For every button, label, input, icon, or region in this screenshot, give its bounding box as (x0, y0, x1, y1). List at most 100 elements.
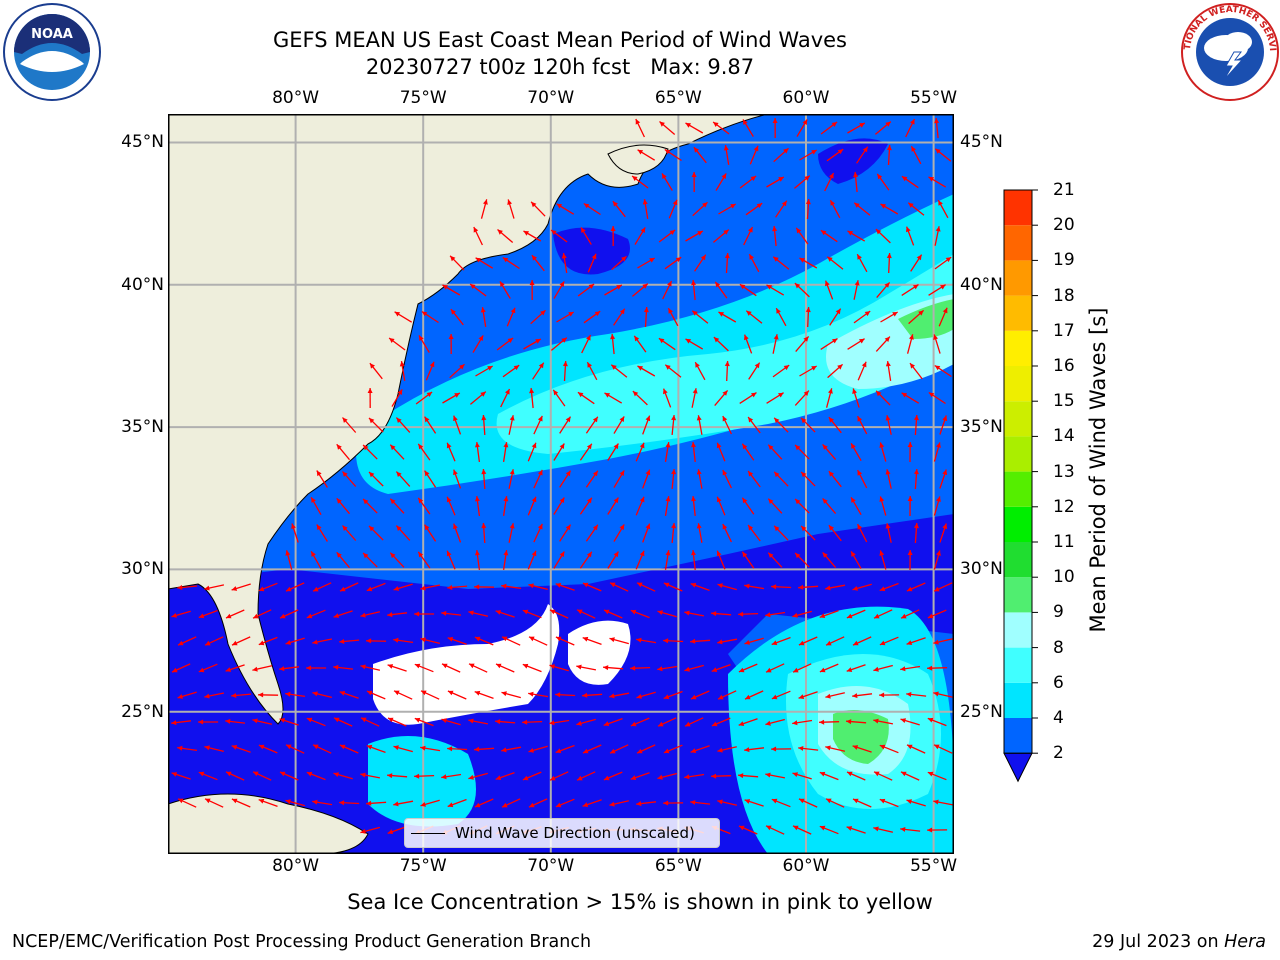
wave-direction-arrow (748, 362, 761, 380)
wave-direction-arrow (852, 693, 873, 699)
wave-direction-arrow (529, 387, 535, 409)
wave-direction-arrow (559, 470, 572, 488)
wave-direction-arrow (798, 746, 819, 751)
noaa-logo-text: NOAA (31, 27, 73, 42)
wave-direction-arrow (500, 388, 511, 408)
wave-direction-arrow (934, 117, 940, 139)
wave-direction-arrow (910, 254, 923, 272)
wave-direction-arrow (723, 144, 730, 166)
footer-date: 29 Jul 2023 on Hera (1092, 932, 1266, 952)
colorbar-tick-label: 8 (1053, 637, 1064, 658)
wave-direction-arrow (846, 826, 866, 834)
wave-direction-arrow (481, 468, 487, 490)
wave-direction-arrow (694, 361, 706, 381)
colorbar-segment (1004, 577, 1032, 613)
wave-direction-arrow (765, 825, 785, 835)
wave-direction-arrow (885, 469, 892, 489)
colorbar-segment (1004, 295, 1032, 331)
wave-direction-arrow (450, 308, 464, 326)
wave-direction-arrow (339, 800, 360, 806)
wave-direction-arrow (612, 200, 626, 218)
wave-direction-arrow (395, 525, 411, 541)
wave-direction-arrow (177, 585, 198, 590)
wave-direction-arrow (533, 415, 543, 435)
wave-direction-arrow (387, 664, 407, 672)
wave-direction-arrow (664, 148, 682, 162)
colorbar-segment (1004, 401, 1032, 437)
lat-tick-label-left: 35°N (121, 417, 164, 438)
colorbar-tick-label: 19 (1053, 250, 1075, 271)
wave-direction-arrow (873, 826, 894, 833)
wave-direction-arrow (792, 719, 813, 726)
wave-direction-arrow (933, 582, 953, 592)
wave-direction-arrow (874, 121, 892, 135)
wave-direction-arrow (928, 284, 946, 296)
wave-direction-arrow (846, 609, 866, 619)
wave-direction-arrow (908, 309, 925, 325)
wave-direction-arrow (468, 718, 489, 725)
wave-direction-arrow (472, 335, 484, 353)
wave-direction-arrow (662, 280, 673, 300)
wave-direction-arrow (362, 444, 378, 460)
wave-direction-arrow (696, 415, 703, 435)
wave-direction-arrow (553, 443, 565, 461)
wave-direction-arrow (773, 471, 789, 487)
wave-direction-arrow (279, 609, 299, 619)
wave-direction-arrow (767, 552, 783, 568)
wave-direction-arrow (367, 387, 373, 409)
wave-direction-arrow (691, 442, 696, 462)
wave-direction-arrow (744, 583, 765, 590)
wave-direction-arrow (927, 771, 947, 781)
wave-direction-arrow (939, 469, 948, 489)
wave-direction-arrow (819, 719, 840, 725)
wave-direction-arrow (711, 663, 731, 673)
lat-tick-label-right: 25°N (960, 701, 1003, 722)
wave-direction-arrow (749, 145, 759, 165)
wave-direction-arrow (576, 664, 597, 671)
wave-direction-arrow (312, 744, 332, 754)
wave-direction-arrow (420, 637, 440, 645)
wave-direction-arrow (798, 584, 819, 590)
wave-direction-arrow (204, 636, 224, 646)
wave-direction-arrow (231, 693, 252, 698)
wave-direction-arrow (527, 442, 537, 462)
wave-direction-arrow (475, 365, 494, 377)
wave-direction-arrow (901, 284, 919, 296)
wave-direction-arrow (852, 636, 872, 646)
colorbar-tick-label: 14 (1053, 426, 1075, 447)
wave-direction-arrow (657, 665, 678, 672)
colorbar-tick-label: 11 (1053, 532, 1075, 552)
wave-direction-arrow (553, 551, 565, 569)
lon-tick-label-top: 65°W (654, 88, 702, 108)
wave-direction-arrow (447, 690, 467, 700)
wave-direction-arrow (393, 583, 413, 591)
wave-direction-arrow (847, 338, 865, 350)
wave-direction-arrow (501, 691, 521, 699)
wave-direction-arrow (853, 280, 860, 300)
wave-direction-arrow (636, 637, 657, 644)
wave-direction-arrow (876, 281, 891, 299)
colorbar-tick-label: 4 (1053, 708, 1064, 728)
wave-direction-arrow (933, 744, 953, 754)
wave-direction-arrow (306, 717, 326, 727)
wave-direction-arrow (906, 692, 927, 697)
wave-direction-arrow (225, 609, 245, 619)
wave-direction-arrow (767, 444, 783, 460)
wave-direction-arrow (642, 523, 651, 543)
wave-direction-arrow (635, 118, 645, 138)
wave-direction-arrow (336, 497, 350, 515)
wave-direction-arrow (828, 470, 842, 488)
wave-direction-arrow (527, 496, 537, 516)
wave-direction-arrow (724, 252, 730, 274)
wave-direction-arrow (879, 496, 887, 516)
lon-tick-label-bottom: 60°W (782, 856, 830, 876)
wave-direction-arrow (339, 744, 359, 754)
wave-direction-arrow (555, 744, 575, 754)
wave-direction-arrow (225, 771, 245, 781)
wave-direction-arrow (934, 226, 941, 246)
wave-direction-arrow (741, 551, 755, 569)
wave-direction-arrow (447, 637, 467, 645)
colorbar-tick-label: 9 (1053, 602, 1064, 623)
colorbar-tick-label: 17 (1053, 320, 1075, 341)
wave-direction-arrow (636, 691, 656, 699)
